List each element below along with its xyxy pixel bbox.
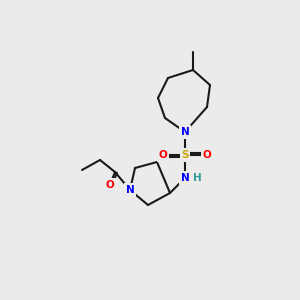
Text: N: N — [181, 173, 189, 183]
Text: O: O — [106, 180, 114, 190]
Text: H: H — [193, 173, 201, 183]
Text: S: S — [181, 150, 189, 160]
Text: O: O — [159, 150, 167, 160]
Text: N: N — [126, 185, 134, 195]
Text: N: N — [181, 127, 189, 137]
Text: O: O — [202, 150, 211, 160]
